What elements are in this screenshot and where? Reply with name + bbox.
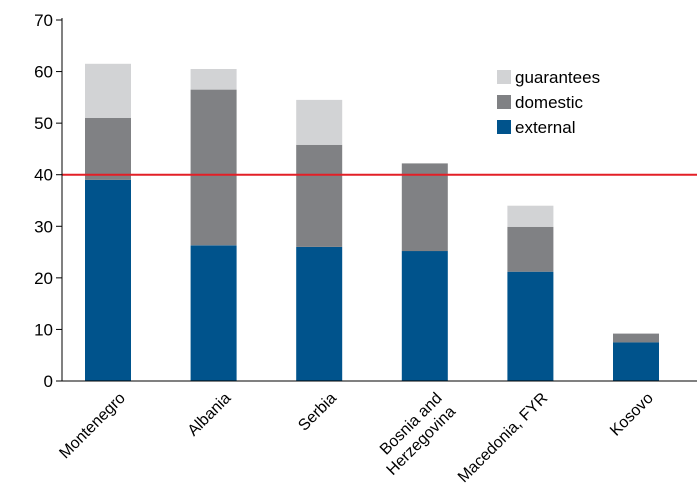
legend-label-external: external xyxy=(515,118,575,137)
legend-swatch-external xyxy=(497,120,511,134)
y-tick-label-0: 0 xyxy=(44,372,53,391)
x-tick-label-4: Macedonia, FYR xyxy=(455,390,551,486)
bar-guarantees-0 xyxy=(85,63,131,118)
bar-domestic-1 xyxy=(190,89,237,246)
y-tick-label-20: 20 xyxy=(34,269,53,288)
legend: guarantees domestic external xyxy=(497,68,600,137)
bar-domestic-2 xyxy=(296,144,343,247)
bar-external-5 xyxy=(613,342,659,381)
legend-label-guarantees: guarantees xyxy=(515,68,600,87)
y-tick-label-30: 30 xyxy=(34,217,53,236)
bar-external-4 xyxy=(507,271,554,381)
bar-guarantees-2 xyxy=(296,99,343,145)
bar-domestic-0 xyxy=(85,118,131,180)
legend-swatch-domestic xyxy=(497,95,511,109)
bar-external-3 xyxy=(401,251,448,381)
y-tick-label-70: 70 xyxy=(34,11,53,30)
y-tick-label-50: 50 xyxy=(34,114,53,133)
y-tick-label-60: 60 xyxy=(34,63,53,82)
legend-swatch-guarantees xyxy=(497,70,511,84)
bar-guarantees-1 xyxy=(190,69,237,90)
legend-label-domestic: domestic xyxy=(515,93,584,112)
bar-domestic-4 xyxy=(507,226,554,272)
bar-guarantees-4 xyxy=(507,205,554,227)
x-tick-label-5: Kosovo xyxy=(607,390,657,440)
x-tick-label-0: Montenegro xyxy=(56,390,128,462)
bar-domestic-3 xyxy=(401,163,448,252)
x-tick-label-1: Albania xyxy=(185,390,235,440)
bar-external-1 xyxy=(190,245,237,381)
plot-area xyxy=(85,63,659,381)
x-tick-label-3: Bosnia andHerzegovina xyxy=(370,390,459,479)
bar-external-2 xyxy=(296,246,343,381)
y-tick-label-10: 10 xyxy=(34,320,53,339)
bar-external-0 xyxy=(85,179,131,381)
y-tick-label-40: 40 xyxy=(34,166,53,185)
bar-domestic-5 xyxy=(613,333,659,343)
x-tick-label-2: Serbia xyxy=(295,390,340,435)
